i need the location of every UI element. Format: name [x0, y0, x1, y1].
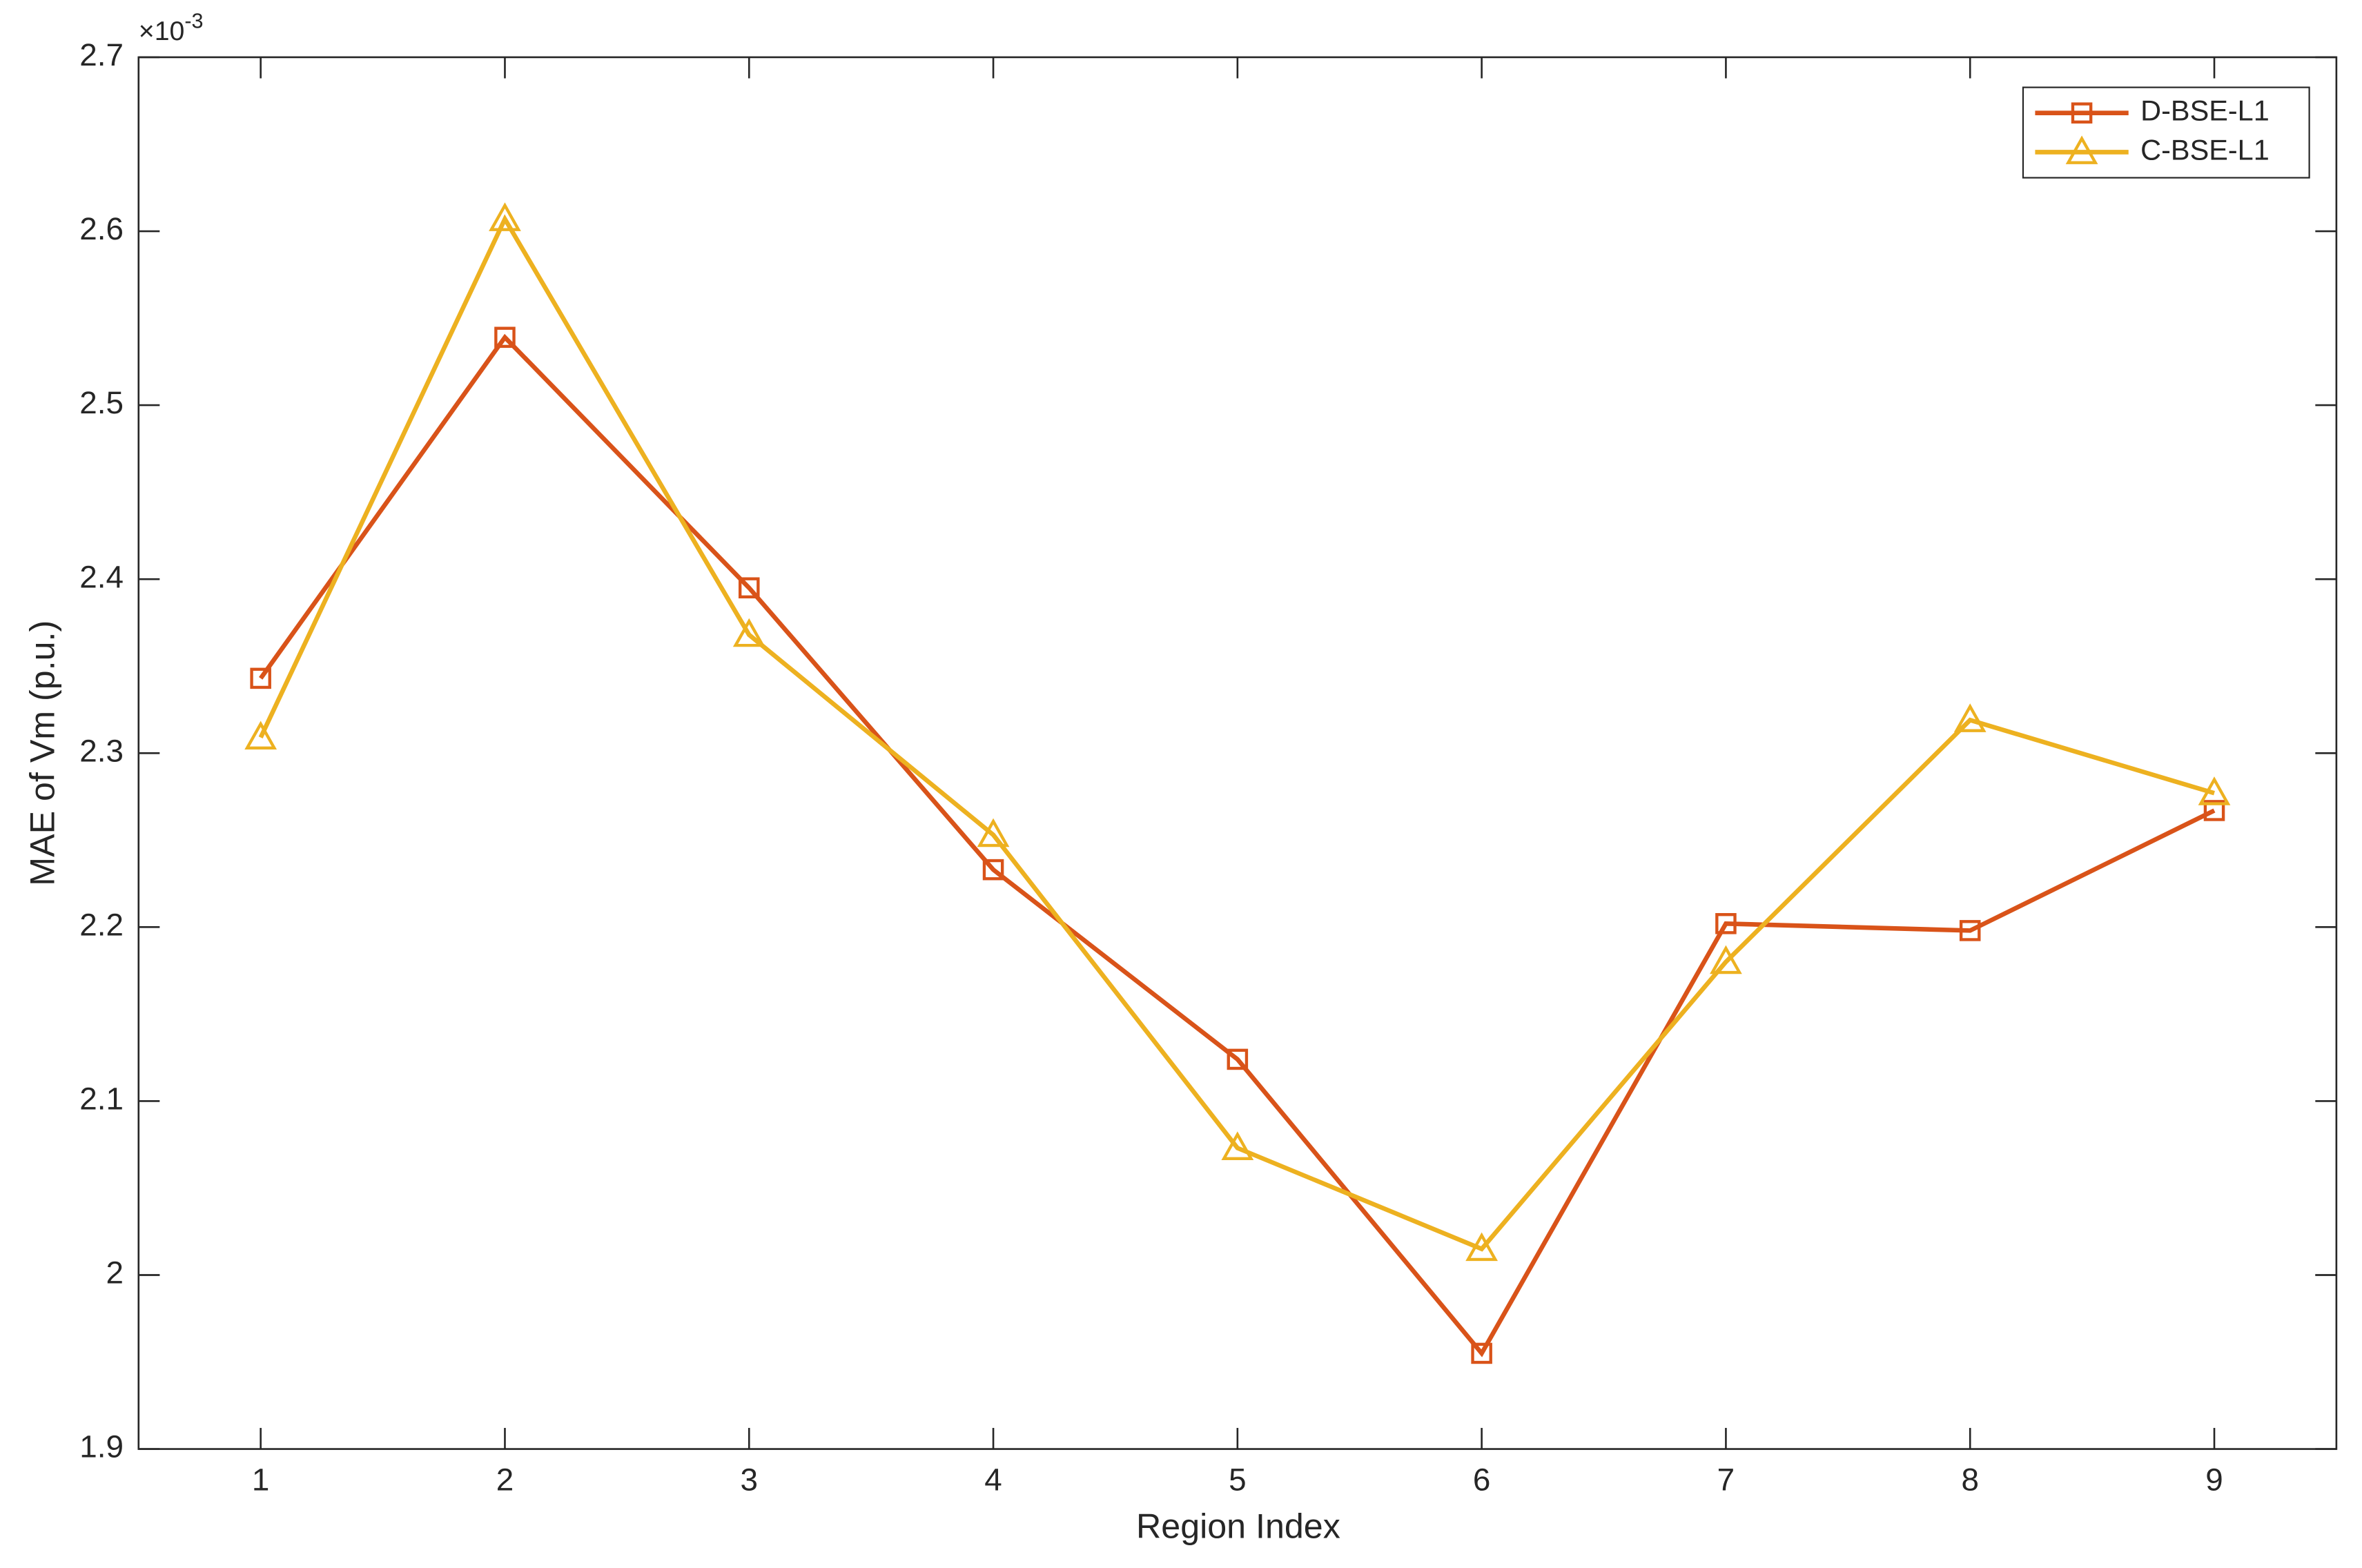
marker-triangle [1221, 1131, 1254, 1160]
marker-triangle [1465, 1232, 1499, 1262]
y-multiplier: ×10-3 [139, 10, 204, 47]
y-tick-label: 2.5 [79, 385, 124, 420]
marker-square [982, 859, 1004, 881]
x-tick-label: 5 [1229, 1462, 1246, 1498]
y-tick-label: 1.9 [79, 1429, 124, 1464]
y-tick-label: 2.7 [79, 37, 124, 72]
marker-triangle [977, 818, 1010, 847]
y-tick-label: 2 [106, 1255, 123, 1291]
series-line [259, 333, 2216, 1358]
y-tick-label: 2.6 [79, 211, 124, 246]
marker-square [250, 667, 271, 689]
x-axis-label: Region Index [1136, 1507, 1340, 1546]
x-tick-label: 9 [2205, 1462, 2223, 1498]
multiplier-exponent: -3 [184, 10, 203, 33]
axes-box [137, 56, 2338, 1450]
series-line [258, 214, 2215, 1252]
marker-square [1959, 920, 1981, 941]
marker-square [1715, 913, 1737, 934]
marker-square [738, 577, 760, 599]
marker-triangle [1953, 703, 1987, 732]
multiplier-base: ×10 [139, 16, 185, 46]
y-tick-label: 2.2 [79, 907, 124, 942]
y-tick-label: 2.1 [79, 1081, 124, 1117]
x-tick-label: 6 [1473, 1462, 1490, 1498]
x-tick-label: 2 [496, 1462, 514, 1498]
x-tick-label: 1 [252, 1462, 269, 1498]
marker-triangle [1710, 945, 1742, 974]
marker-triangle [244, 721, 277, 750]
marker-square [1227, 1048, 1249, 1070]
marker-triangle [2198, 776, 2231, 805]
x-tick-label: 4 [984, 1462, 1002, 1498]
y-axis-label: MAE of Vm (p.u.) [23, 620, 62, 886]
marker-triangle [489, 202, 521, 231]
marker-triangle [2065, 135, 2098, 164]
x-tick-label: 8 [1961, 1462, 1978, 1498]
marker-triangle [732, 618, 765, 647]
legend-label: C-BSE-L1 [2140, 133, 2270, 166]
x-tick-label: 3 [741, 1462, 758, 1498]
y-tick-label: 2.4 [79, 559, 124, 594]
marker-square [494, 326, 516, 349]
x-tick-label: 7 [1717, 1462, 1735, 1498]
marker-square [1471, 1342, 1492, 1364]
marker-square [2203, 800, 2225, 821]
legend-label: D-BSE-L1 [2140, 95, 2270, 127]
y-tick-label: 2.3 [79, 733, 124, 768]
marker-square [2071, 102, 2093, 124]
